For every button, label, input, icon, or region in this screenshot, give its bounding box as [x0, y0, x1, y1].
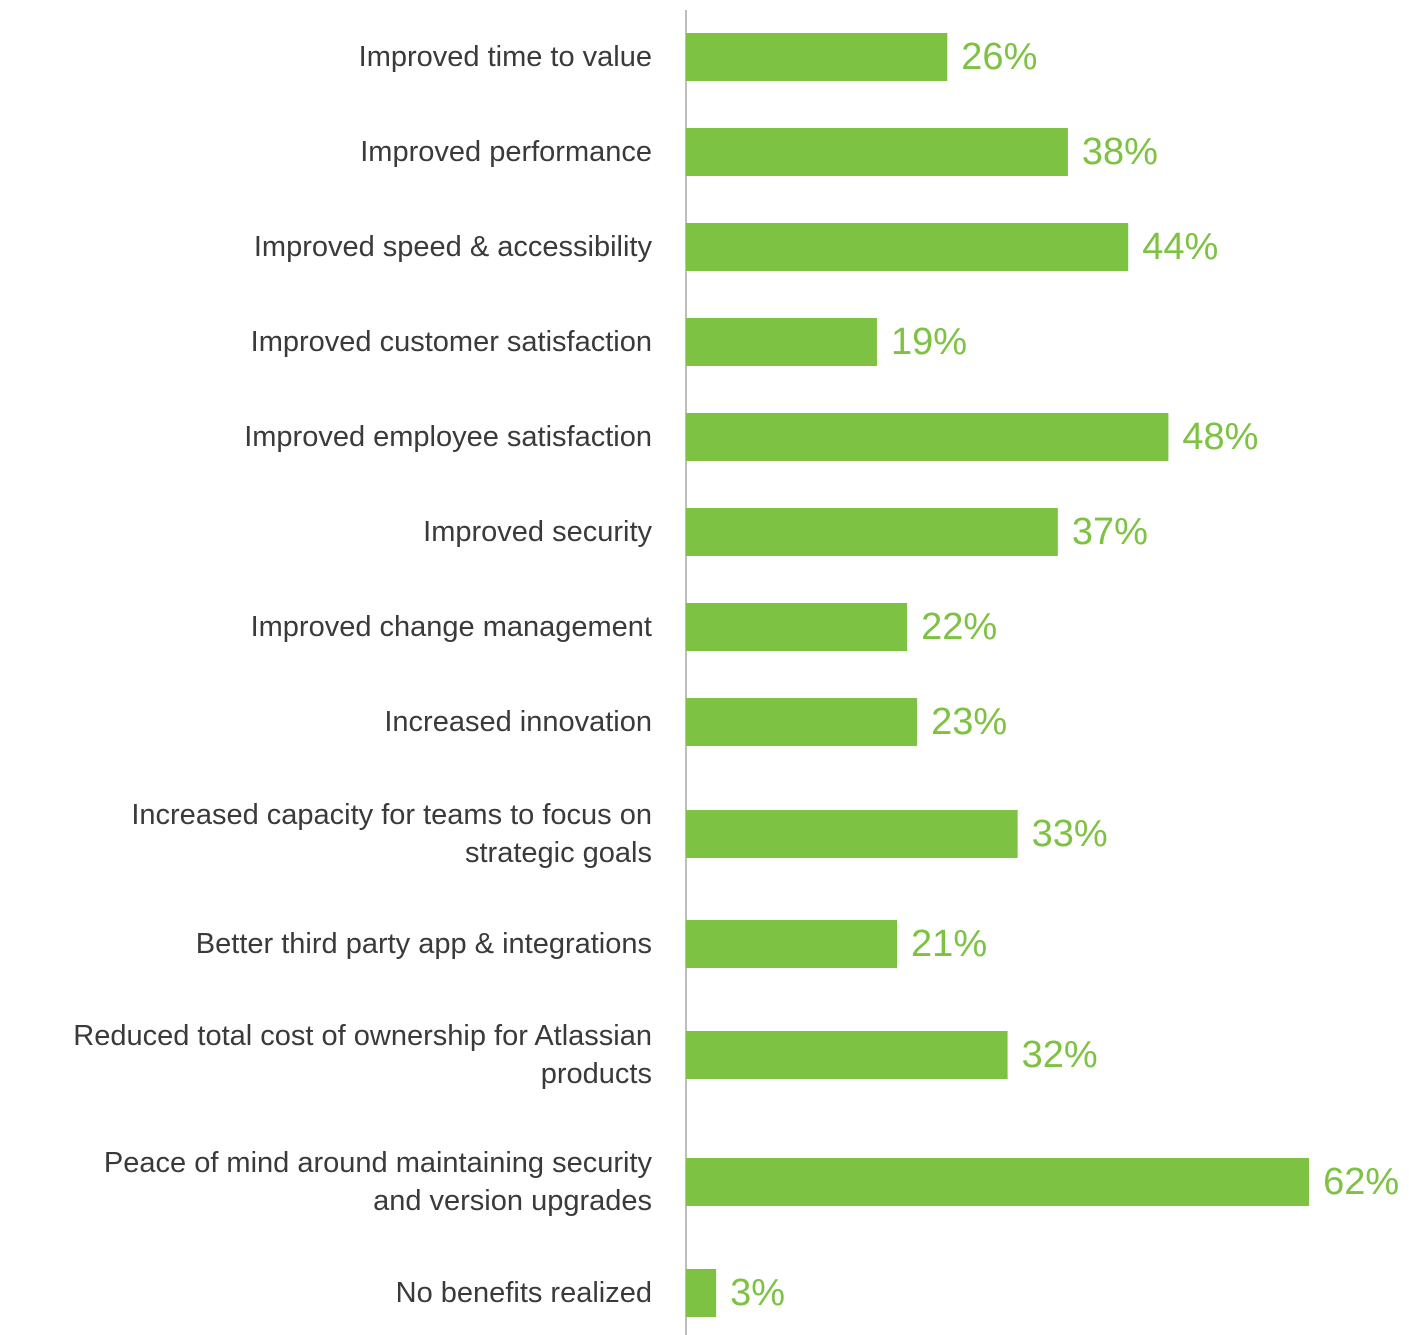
category-label-line: Reduced total cost of ownership for Atla…	[73, 1020, 652, 1052]
category-label-line: Improved employee satisfaction	[244, 421, 652, 453]
category-label-line: Improved change management	[251, 611, 652, 643]
bar	[686, 698, 918, 746]
category-label: Improved change management	[251, 611, 652, 643]
value-labels-group: 26% 38% 44% 19% 48% 37% 22% 23% 33% 21% 32% 62% 3%	[730, 36, 1399, 1314]
bar	[686, 1031, 1008, 1079]
category-label: Improved time to value	[359, 41, 652, 73]
bar	[686, 1269, 717, 1317]
bar	[686, 603, 908, 651]
value-label: 32%	[1022, 1034, 1098, 1076]
category-label-line: Increased capacity for teams to focus on	[131, 799, 652, 831]
category-label-line: Better third party app & integrations	[196, 928, 652, 960]
category-label-line: Increased innovation	[384, 706, 652, 738]
category-label-line: and version upgrades	[373, 1185, 652, 1217]
category-label-line: Improved security	[423, 516, 652, 548]
category-label-line: products	[541, 1058, 652, 1090]
category-label-line: Improved time to value	[359, 41, 652, 73]
value-label: 33%	[1032, 813, 1108, 855]
bar	[686, 413, 1169, 461]
category-label: Improved performance	[360, 136, 652, 168]
bar	[686, 920, 898, 968]
category-label: Increased capacity for teams to focus on…	[131, 799, 652, 869]
bar	[686, 1158, 1310, 1206]
category-label-line: No benefits realized	[396, 1277, 652, 1309]
category-label-line: Improved customer satisfaction	[251, 326, 652, 358]
value-label: 37%	[1072, 511, 1148, 553]
category-label: Improved security	[423, 516, 652, 548]
value-label: 21%	[911, 923, 987, 965]
category-label: No benefits realized	[396, 1277, 652, 1309]
bar	[686, 508, 1058, 556]
value-label: 44%	[1142, 226, 1218, 268]
category-label: Improved speed & accessibility	[254, 231, 653, 263]
bar	[686, 318, 877, 366]
category-label: Improved employee satisfaction	[244, 421, 652, 453]
category-label: Better third party app & integrations	[196, 928, 652, 960]
category-label: Reduced total cost of ownership for Atla…	[73, 1020, 652, 1090]
category-label-line: Improved performance	[360, 136, 652, 168]
category-label-line: Peace of mind around maintaining securit…	[104, 1147, 653, 1179]
value-label: 22%	[921, 606, 997, 648]
value-label: 26%	[961, 36, 1037, 78]
category-label-line: strategic goals	[465, 837, 652, 869]
category-label: Increased innovation	[384, 706, 652, 738]
value-label: 38%	[1082, 131, 1158, 173]
value-label: 62%	[1323, 1161, 1399, 1203]
bar	[686, 128, 1068, 176]
value-label: 48%	[1182, 416, 1258, 458]
value-label: 19%	[891, 321, 967, 363]
bar	[686, 223, 1129, 271]
category-label: Improved customer satisfaction	[251, 326, 652, 358]
value-label: 23%	[931, 701, 1007, 743]
category-label: Peace of mind around maintaining securit…	[104, 1147, 653, 1217]
bar	[686, 810, 1018, 858]
bars-group	[686, 33, 1310, 1317]
value-label: 3%	[730, 1272, 785, 1314]
category-label-line: Improved speed & accessibility	[254, 231, 653, 263]
category-labels-group: Improved time to value Improved performan…	[73, 41, 652, 1309]
bar	[686, 33, 948, 81]
